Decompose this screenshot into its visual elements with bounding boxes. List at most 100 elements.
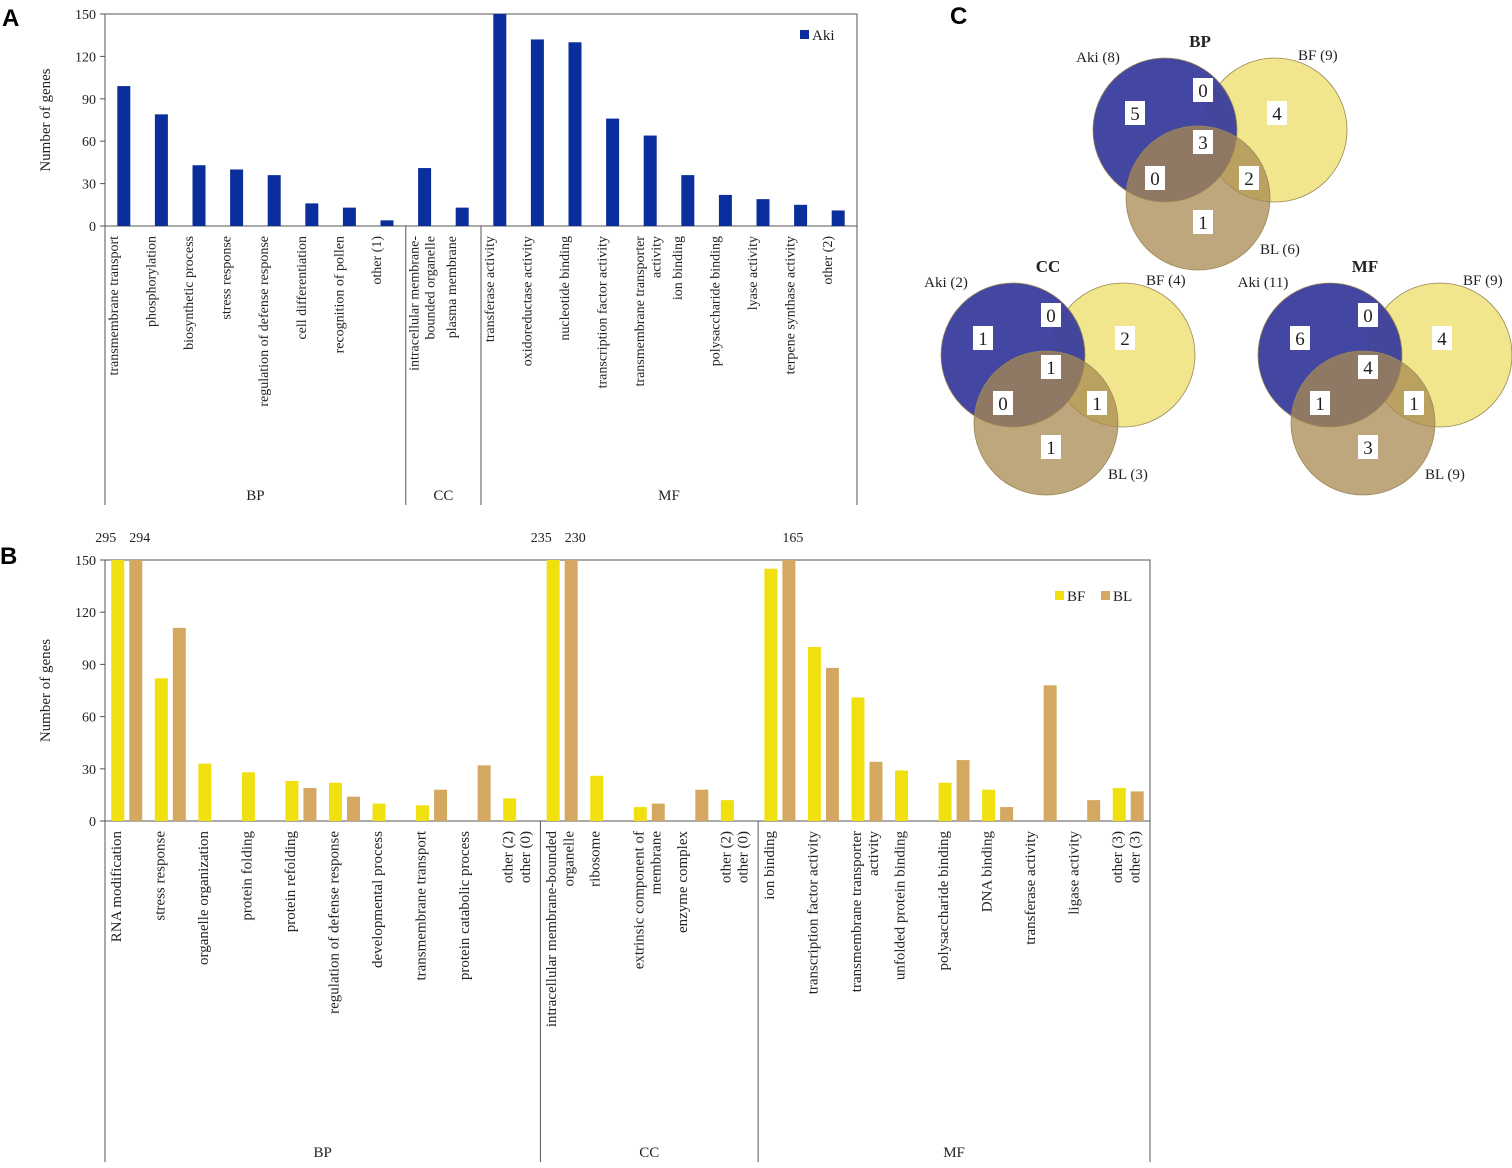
bar xyxy=(154,114,168,226)
x-tick-label: transmembrane transport xyxy=(414,830,430,980)
panel-label: B xyxy=(0,543,17,570)
x-tick-label: regulation of defense response xyxy=(326,831,342,1014)
legend-label: BF xyxy=(1067,589,1085,605)
bar xyxy=(1087,800,1101,821)
bar xyxy=(1112,787,1126,821)
bar xyxy=(416,805,430,821)
x-tick-label: transmembrane transport xyxy=(107,236,122,376)
value-label: 295 xyxy=(95,531,116,546)
group-label: MF xyxy=(943,1145,965,1161)
x-tick-label: ion binding xyxy=(671,236,686,300)
x-tick-label: phosphorylation xyxy=(144,236,159,327)
venn-count-box xyxy=(1145,166,1165,190)
x-tick-label: intracellular membrane-boundedorganelle xyxy=(544,831,577,1028)
y-tick-label: 150 xyxy=(75,8,96,23)
x-tick-label: stress response xyxy=(152,831,168,921)
y-tick-label: 120 xyxy=(75,606,96,621)
venn-count-box xyxy=(1310,391,1330,415)
bar xyxy=(807,647,821,821)
venn-count: 5 xyxy=(1130,104,1140,125)
y-tick-label: 0 xyxy=(89,815,96,830)
bar xyxy=(1130,791,1144,821)
bar xyxy=(303,787,317,821)
y-tick-label: 30 xyxy=(82,763,96,778)
x-tick-label: intracellular membrane-bounded organelle xyxy=(408,236,439,371)
venn-title: CC xyxy=(1036,257,1061,276)
group-label: BP xyxy=(314,1145,332,1161)
x-tick-label: developmental process xyxy=(370,831,386,968)
venn-count: 2 xyxy=(1244,169,1254,190)
bar xyxy=(938,782,952,821)
venn-count-box xyxy=(1087,391,1107,415)
venn-count-box xyxy=(1358,435,1378,459)
bar xyxy=(434,789,448,821)
x-tick-label: ligase activity xyxy=(1067,831,1083,915)
bar xyxy=(154,678,168,821)
x-tick-label: DNA binding xyxy=(980,831,996,913)
x-tick-label: protein catabolic process xyxy=(457,831,473,980)
bar xyxy=(982,789,996,821)
bar xyxy=(241,772,255,821)
venn-set-label: BL (3) xyxy=(1108,467,1148,483)
x-tick-label: polysaccharide binding xyxy=(708,236,723,366)
bar xyxy=(568,42,582,226)
venn-count: 6 xyxy=(1295,329,1305,350)
bar xyxy=(172,627,186,821)
venn-count: 1 xyxy=(1046,358,1056,379)
x-tick-label: biosynthetic process xyxy=(182,236,197,350)
x-tick-label: recognition of pollen xyxy=(332,236,347,353)
venn-count: 0 xyxy=(1150,169,1160,190)
bar xyxy=(633,807,647,821)
venn-count: 4 xyxy=(1363,358,1373,379)
venn-set-label: Aki (2) xyxy=(924,275,968,291)
bar xyxy=(956,760,970,821)
x-tick-label: terpene synthase activity xyxy=(784,236,799,374)
venn-set-label: BF (9) xyxy=(1298,48,1338,64)
venn-count-box xyxy=(1267,101,1287,125)
panel-label: A xyxy=(2,5,19,32)
bar xyxy=(794,204,808,226)
venn-count: 1 xyxy=(1046,438,1056,459)
venn-set-label: BL (6) xyxy=(1260,242,1300,258)
venn-count: 0 xyxy=(1046,306,1056,327)
venn-count-box xyxy=(1041,303,1061,327)
bar xyxy=(477,765,491,821)
venn-count: 0 xyxy=(998,394,1008,415)
bar xyxy=(198,763,212,821)
venn-count: 1 xyxy=(1198,213,1208,234)
venn-set-label: Aki (8) xyxy=(1076,50,1120,66)
bar xyxy=(756,199,770,226)
x-tick-label: nucleotide binding xyxy=(558,236,573,341)
x-tick-label: polysaccharide binding xyxy=(936,831,952,971)
x-tick-label: transcription factor activity xyxy=(805,831,821,995)
x-tick-label: transferase activity xyxy=(1023,831,1039,945)
legend-swatch xyxy=(1101,591,1110,600)
plot-frame xyxy=(104,559,1151,822)
bar xyxy=(695,789,709,821)
venn-count-box xyxy=(1125,101,1145,125)
venn-count-box xyxy=(993,391,1013,415)
venn-count-box xyxy=(1404,391,1424,415)
venn-set-label: BF (9) xyxy=(1463,273,1503,289)
bar xyxy=(342,207,356,226)
venn-count-box xyxy=(973,326,993,350)
venn-count-box xyxy=(1432,326,1452,350)
venn-count-box xyxy=(1358,303,1378,327)
x-tick-label: plasma membrane xyxy=(445,236,460,338)
bar xyxy=(380,220,394,226)
bar xyxy=(606,118,620,226)
value-label: 230 xyxy=(565,531,586,546)
bar xyxy=(681,175,695,226)
bar xyxy=(530,39,544,226)
bar xyxy=(851,697,865,821)
venn-count-box xyxy=(1193,78,1213,102)
x-tick-label: other (1) xyxy=(370,236,385,285)
x-tick-label: ribosome xyxy=(588,831,604,887)
group-label: CC xyxy=(433,488,453,504)
x-tick-label: RNA modification xyxy=(109,831,125,943)
bar xyxy=(782,560,796,821)
y-tick-label: 30 xyxy=(82,178,96,193)
y-axis-title: Number of genes xyxy=(38,639,54,742)
x-tick-label: oxidoreductase activity xyxy=(520,236,535,366)
bar xyxy=(372,803,386,821)
